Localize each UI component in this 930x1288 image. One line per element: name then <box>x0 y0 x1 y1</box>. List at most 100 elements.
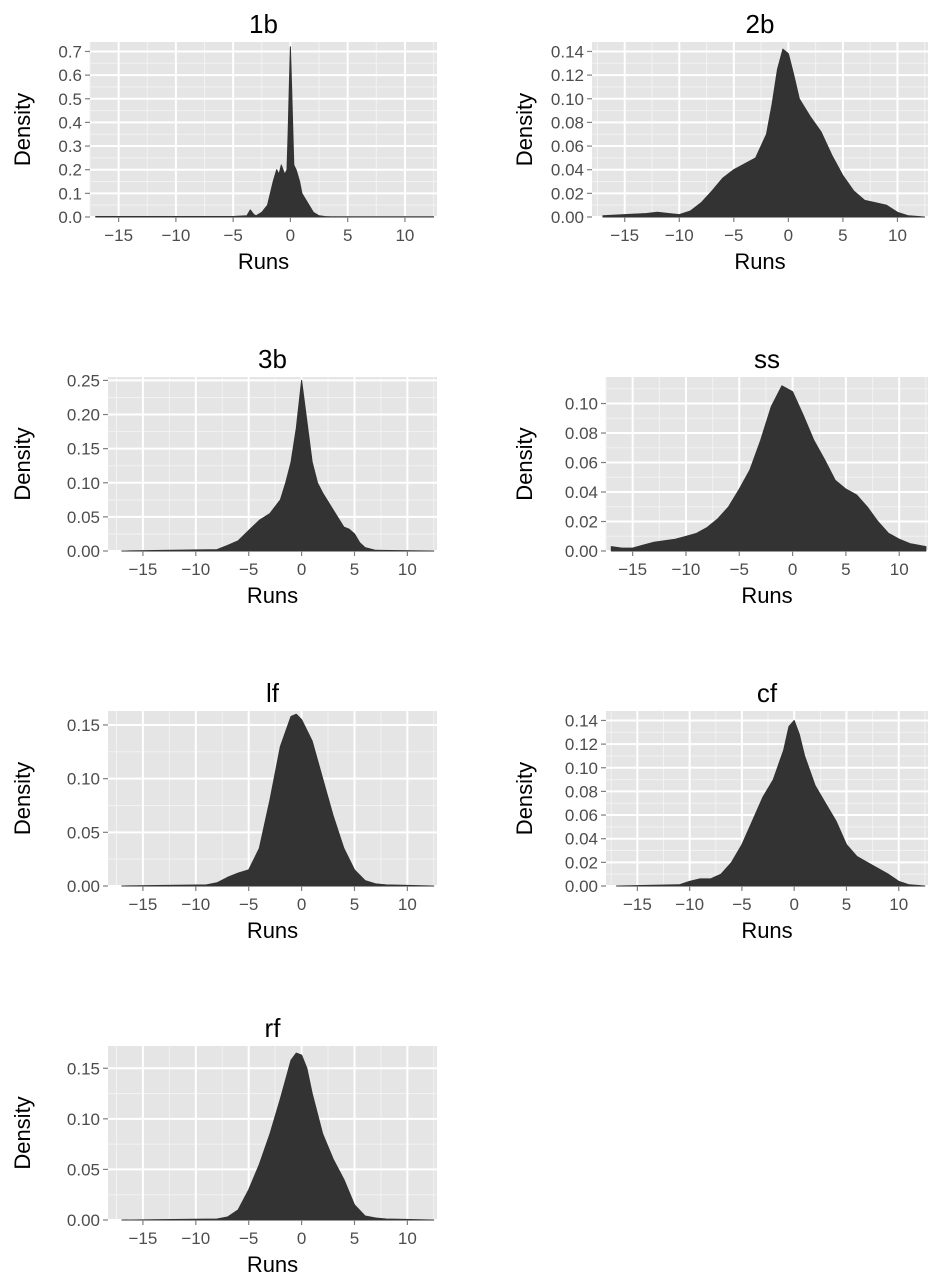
x-tick-label: −10 <box>181 560 210 579</box>
y-tick-label: 0.3 <box>58 137 82 156</box>
x-tick-label: 10 <box>889 895 908 914</box>
y-tick-label: 0.06 <box>565 806 598 825</box>
x-tick-label: −15 <box>128 560 157 579</box>
y-axis-title: Density <box>10 762 35 835</box>
x-tick-label: 10 <box>398 895 417 914</box>
y-tick-label: 0.14 <box>565 711 598 730</box>
x-tick-label: −15 <box>128 895 157 914</box>
x-tick-label: 10 <box>398 1229 417 1248</box>
x-tick-label: 0 <box>297 560 306 579</box>
panel-rf: 0.00 0.05 0.10 0.15 −15 −10 −5 0 5 10 rf Runs Densit… <box>10 1013 437 1277</box>
x-axis-title: Runs <box>247 583 298 608</box>
y-tick-label: 0.15 <box>67 440 100 459</box>
x-axis-title: Runs <box>247 918 298 943</box>
y-tick-label: 0.00 <box>67 877 100 896</box>
x-tick-label: −10 <box>672 560 701 579</box>
x-tick-label: 5 <box>838 226 847 245</box>
density-area <box>610 385 927 552</box>
y-tick-label: 0.14 <box>551 42 584 61</box>
y-tick-label: 0.00 <box>565 877 598 896</box>
y-tick-label: 0.10 <box>67 770 100 789</box>
y-tick-label: 0.08 <box>551 113 584 132</box>
y-tick-label: 0.04 <box>551 161 584 180</box>
y-tick-label: 0.15 <box>67 1059 100 1078</box>
y-tick-label: 0.10 <box>67 474 100 493</box>
panel-title: 2b <box>746 9 775 39</box>
x-tick-label: 5 <box>350 1229 359 1248</box>
x-axis-title: Runs <box>734 249 785 274</box>
y-tick-label: 0.02 <box>565 513 598 532</box>
x-tick-label: −5 <box>732 895 751 914</box>
panel-ss: 0.00 0.02 0.04 0.06 0.08 0.10 −15 −10 −5 0 5 10 ss Ru… <box>512 344 928 608</box>
x-tick-label: 10 <box>890 560 909 579</box>
y-tick-label: 0.08 <box>565 782 598 801</box>
y-tick-label: 0.2 <box>58 161 82 180</box>
y-tick-label: 0.05 <box>67 823 100 842</box>
x-tick-label: 5 <box>350 895 359 914</box>
y-tick-label: 0.00 <box>67 542 100 561</box>
y-tick-label: 0.12 <box>565 735 598 754</box>
y-tick-label: 0.5 <box>58 90 82 109</box>
y-tick-label: 0.08 <box>565 424 598 443</box>
y-axis-title: Density <box>10 1096 35 1169</box>
x-tick-label: 0 <box>297 1229 306 1248</box>
density-area <box>121 379 435 552</box>
y-tick-label: 0.15 <box>67 716 100 735</box>
x-tick-label: 0 <box>788 560 797 579</box>
panel-background <box>90 42 437 217</box>
x-tick-label: −15 <box>618 560 647 579</box>
y-tick-label: 0.10 <box>551 90 584 109</box>
x-tick-label: 10 <box>888 226 907 245</box>
panel-title: cf <box>757 678 778 708</box>
y-axis-title: Density <box>512 762 537 835</box>
y-tick-label: 0.0 <box>58 208 82 227</box>
panel-cf: 0.00 0.02 0.04 0.06 0.08 0.10 0.12 0.14 −15 −10 −5… <box>512 678 928 943</box>
x-tick-label: 0 <box>286 226 295 245</box>
x-tick-label: 10 <box>395 226 414 245</box>
y-tick-label: 0.05 <box>67 508 100 527</box>
y-tick-label: 0.06 <box>565 454 598 473</box>
x-tick-label: −5 <box>239 895 258 914</box>
y-tick-label: 0.05 <box>67 1160 100 1179</box>
x-axis-title: Runs <box>247 1252 298 1277</box>
x-tick-label: 5 <box>842 895 851 914</box>
panel-1b: 0.0 0.1 0.2 0.3 0.4 0.5 0.6 0.7 −15 −10 −5 0 5 10 1b Ru… <box>10 9 437 274</box>
y-tick-label: 0.25 <box>67 371 100 390</box>
x-tick-label: 0 <box>789 895 798 914</box>
x-tick-label: −5 <box>724 226 743 245</box>
x-tick-label: −15 <box>104 226 133 245</box>
x-tick-label: −15 <box>610 226 639 245</box>
x-tick-label: −15 <box>623 895 652 914</box>
y-axis-title: Density <box>10 427 35 500</box>
y-tick-label: 0.02 <box>551 184 584 203</box>
panel-title: 1b <box>249 9 278 39</box>
x-tick-label: 5 <box>841 560 850 579</box>
density-area <box>602 48 926 218</box>
y-tick-label: 0.00 <box>67 1211 100 1230</box>
y-tick-label: 0.00 <box>565 542 598 561</box>
x-tick-label: −10 <box>161 226 190 245</box>
x-axis-title: Runs <box>741 918 792 943</box>
x-tick-label: 5 <box>350 560 359 579</box>
y-tick-label: 0.10 <box>565 395 598 414</box>
x-tick-label: −10 <box>665 226 694 245</box>
y-tick-label: 0.4 <box>58 113 82 132</box>
y-tick-label: 0.04 <box>565 483 598 502</box>
x-tick-label: 0 <box>784 226 793 245</box>
y-tick-label: 0.00 <box>551 208 584 227</box>
x-tick-label: 0 <box>297 895 306 914</box>
x-tick-label: −10 <box>675 895 704 914</box>
density-area <box>121 713 435 887</box>
x-tick-label: −5 <box>730 560 749 579</box>
x-tick-label: 5 <box>343 226 352 245</box>
y-tick-label: 0.04 <box>565 830 598 849</box>
panel-lf: 0.00 0.05 0.10 0.15 −15 −10 −5 0 5 10 lf Runs Densit… <box>10 678 437 943</box>
x-tick-label: −5 <box>223 226 242 245</box>
x-tick-label: −15 <box>128 1229 157 1248</box>
panel-title: lf <box>266 678 280 708</box>
density-area <box>616 720 926 887</box>
y-tick-label: 0.10 <box>565 759 598 778</box>
y-tick-label: 0.06 <box>551 137 584 156</box>
y-axis-title: Density <box>512 93 537 166</box>
